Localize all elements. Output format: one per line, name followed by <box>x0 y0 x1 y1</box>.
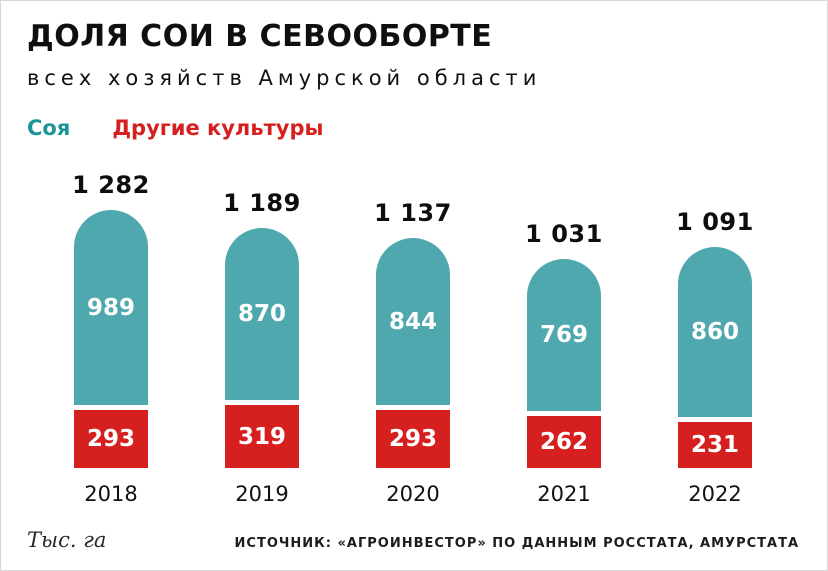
chart-legend: Соя Другие культуры <box>27 116 799 140</box>
year-label: 2020 <box>386 482 440 506</box>
soy-value-label: 860 <box>690 319 739 345</box>
soy-bar-segment: 989 <box>74 210 148 405</box>
total-value-label: 1 091 <box>676 208 754 236</box>
soy-value-label: 870 <box>237 301 286 327</box>
legend-item-soy: Соя <box>27 116 71 140</box>
bar-group: 1 137 844 293 2020 <box>339 199 487 506</box>
soy-bar-segment: 860 <box>678 247 752 417</box>
soy-value-label: 989 <box>86 294 135 321</box>
source-credit: ИСТОЧНИК: «АГРОИНВЕСТОР» ПО ДАННЫМ РОССТ… <box>234 536 799 551</box>
total-value-label: 1 282 <box>72 171 150 199</box>
total-value-label: 1 137 <box>374 199 452 227</box>
bar-chart: 1 282 989 293 2018 1 189 870 319 2019 1 137 844 29… <box>27 154 799 506</box>
other-value-label: 293 <box>86 426 135 452</box>
other-bar-segment: 231 <box>678 422 752 468</box>
page-subtitle: всех хозяйств Амурской области <box>27 66 542 90</box>
other-bar-segment: 293 <box>74 410 148 468</box>
year-label: 2019 <box>235 482 289 506</box>
year-label: 2022 <box>688 482 742 506</box>
other-value-label: 231 <box>690 432 739 458</box>
total-value-label: 1 031 <box>525 220 603 248</box>
other-value-label: 262 <box>539 429 588 455</box>
soy-value-label: 769 <box>539 322 588 348</box>
soy-value-label: 844 <box>388 308 437 335</box>
other-bar-segment: 262 <box>527 416 601 468</box>
soy-bar-segment: 769 <box>527 259 601 411</box>
bar-group: 1 282 989 293 2018 <box>37 171 185 506</box>
soy-bar-segment: 870 <box>225 228 299 400</box>
legend-item-other: Другие культуры <box>112 116 324 140</box>
other-bar-segment: 319 <box>225 405 299 468</box>
year-label: 2018 <box>84 482 138 506</box>
axis-unit-label: Тыс. га <box>27 528 107 552</box>
other-value-label: 293 <box>388 426 437 452</box>
other-value-label: 319 <box>237 423 286 450</box>
bar-group: 1 031 769 262 2021 <box>490 220 638 506</box>
soy-bar-segment: 844 <box>376 238 450 405</box>
bar-group: 1 091 860 231 2022 <box>641 208 789 506</box>
total-value-label: 1 189 <box>223 189 301 217</box>
year-label: 2021 <box>537 482 591 506</box>
chart-footer: Тыс. га ИСТОЧНИК: «АГРОИНВЕСТОР» ПО ДАНН… <box>27 528 799 552</box>
other-bar-segment: 293 <box>376 410 450 468</box>
bar-group: 1 189 870 319 2019 <box>188 189 336 506</box>
page-title: ДОЛЯ СОИ В СЕВООБОРТЕ <box>27 19 493 54</box>
